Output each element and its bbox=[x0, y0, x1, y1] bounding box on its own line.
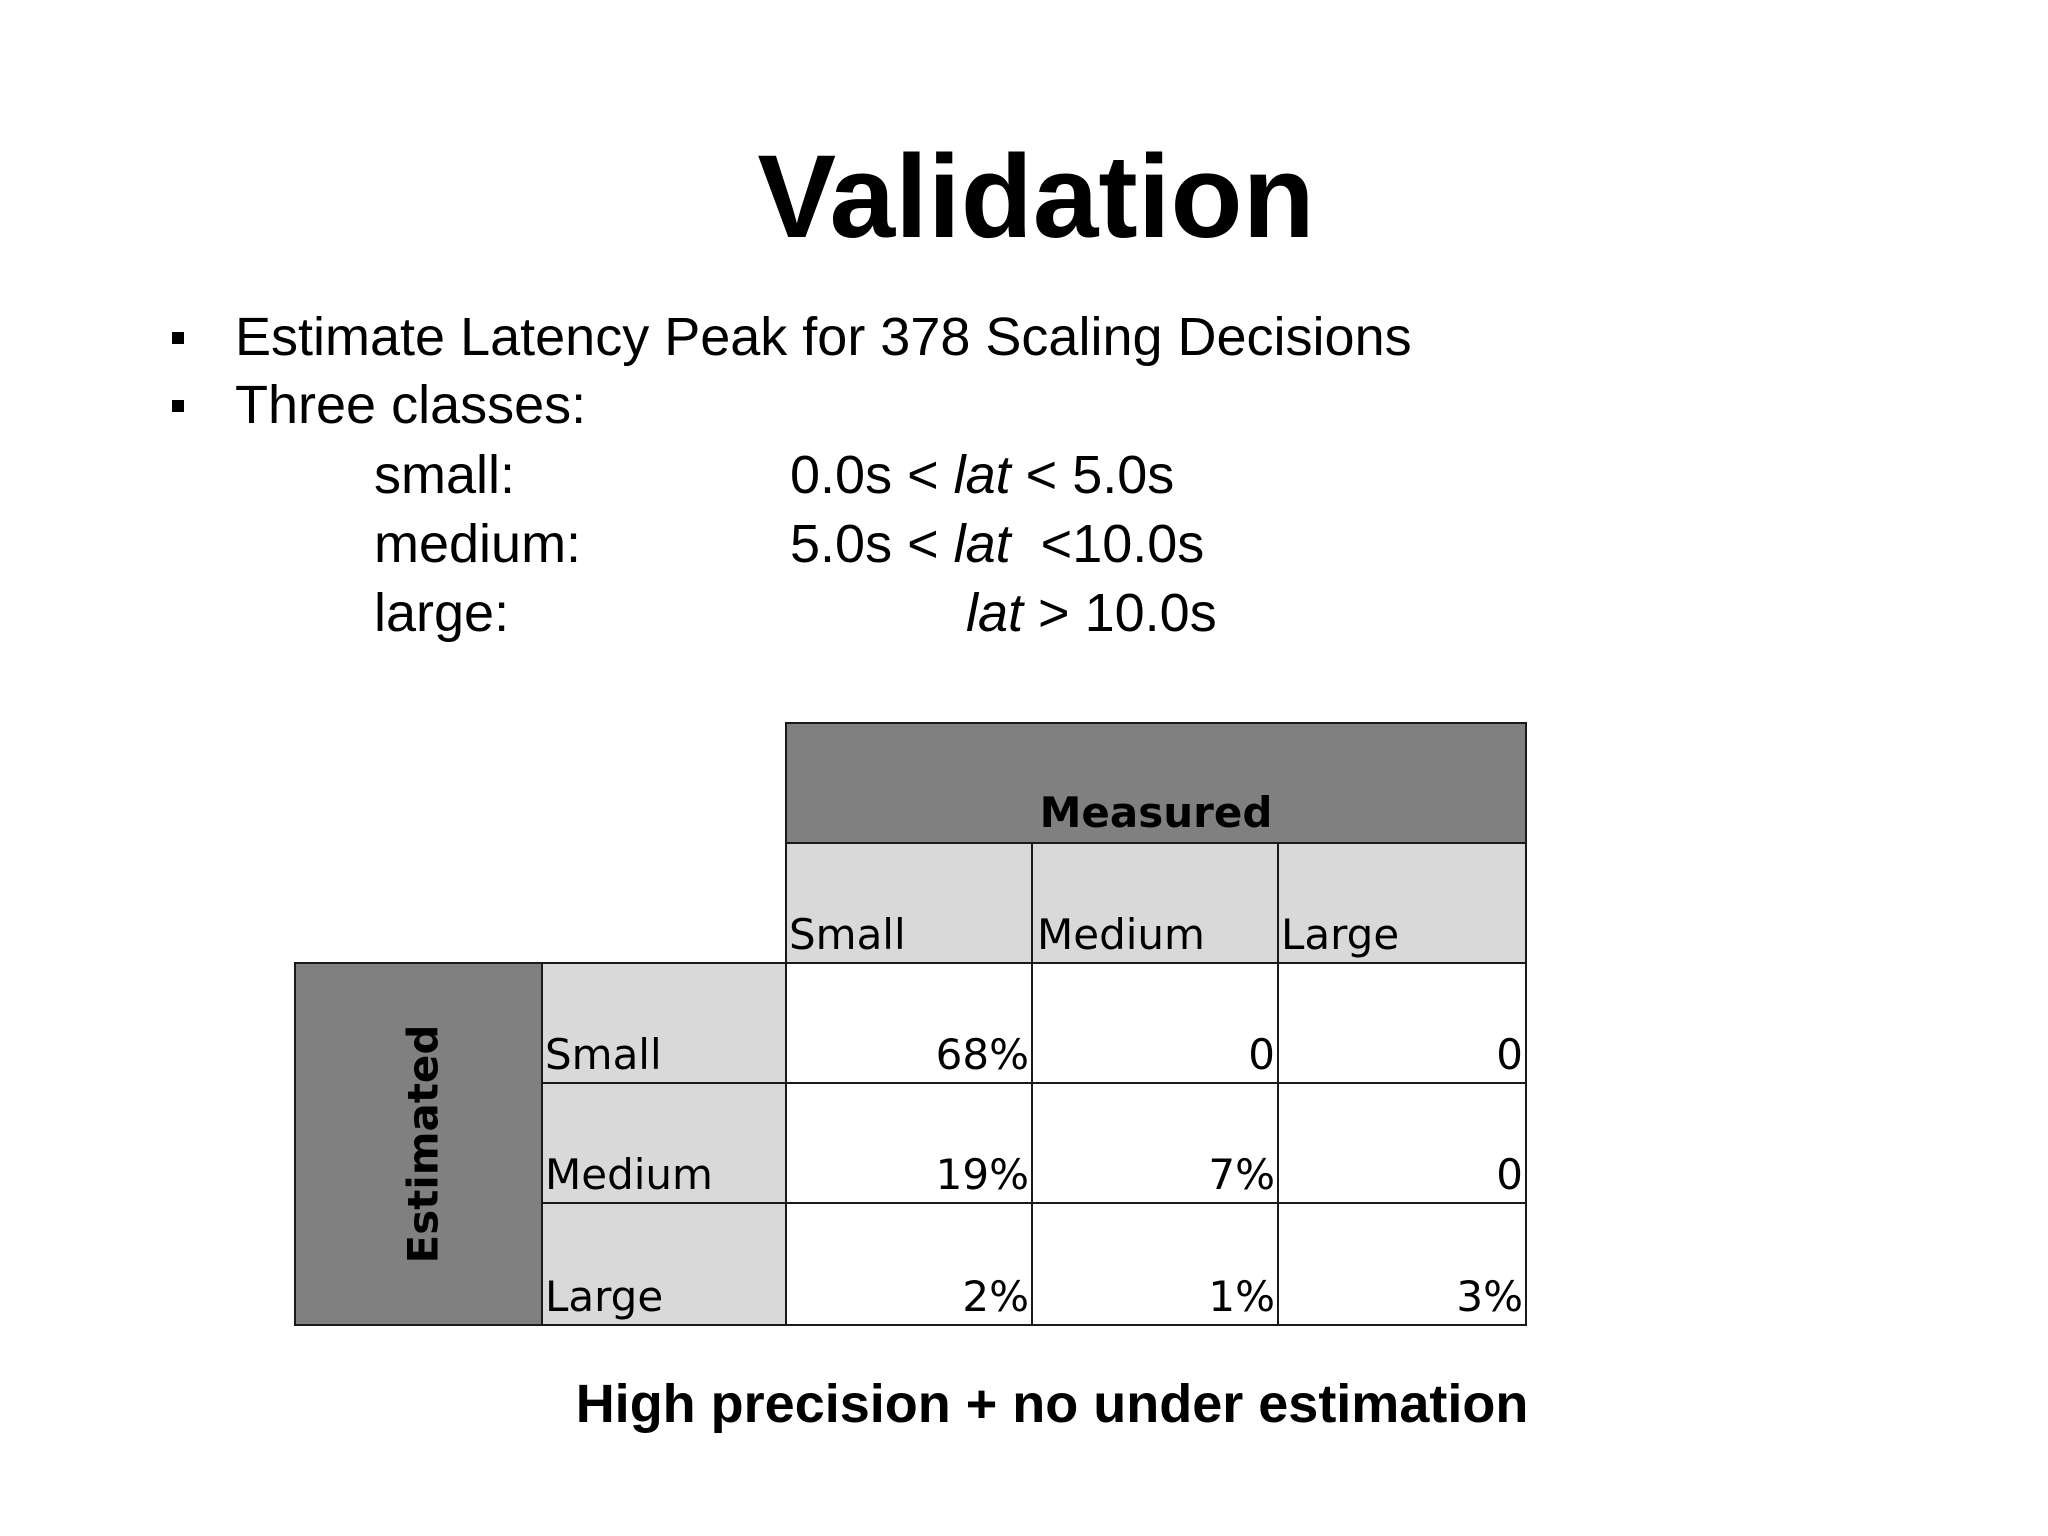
class-range: 5.0s < lat <10.0s bbox=[790, 514, 1205, 574]
table-cell: 0 bbox=[1277, 1082, 1527, 1204]
estimated-label: Estimated bbox=[398, 1024, 447, 1264]
table-cell: 68% bbox=[785, 962, 1033, 1084]
footer-conclusion: High precision + no under estimation bbox=[575, 1374, 1529, 1434]
bullet-square-icon bbox=[172, 332, 184, 344]
class-name: small: bbox=[374, 445, 516, 505]
table-cell: 19% bbox=[785, 1082, 1033, 1204]
table-cell: 0 bbox=[1031, 962, 1279, 1084]
column-header: Small bbox=[785, 842, 1033, 964]
table-cell: 0 bbox=[1277, 962, 1527, 1084]
column-header: Medium bbox=[1031, 842, 1279, 964]
slide-title: Validation bbox=[757, 131, 1315, 263]
measured-header: Measured bbox=[785, 722, 1527, 844]
column-header: Large bbox=[1277, 842, 1527, 964]
bullet-text: Estimate Latency Peak for 378 Scaling De… bbox=[235, 307, 1412, 367]
row-header: Small bbox=[541, 962, 787, 1084]
class-range: 0.0s < lat < 5.0s bbox=[790, 445, 1175, 505]
class-name: large: bbox=[374, 583, 510, 643]
bullet-text: Three classes: bbox=[235, 375, 587, 435]
table-cell: 7% bbox=[1031, 1082, 1279, 1204]
table-cell: 1% bbox=[1031, 1202, 1279, 1326]
table-cell: 3% bbox=[1277, 1202, 1527, 1326]
bullet-square-icon bbox=[172, 400, 184, 412]
row-header: Large bbox=[541, 1202, 787, 1326]
estimated-header: Estimated bbox=[294, 962, 543, 1326]
class-name: medium: bbox=[374, 514, 582, 574]
measured-label: Measured bbox=[1039, 788, 1273, 837]
table-cell: 2% bbox=[785, 1202, 1033, 1326]
row-header: Medium bbox=[541, 1082, 787, 1204]
class-range: lat > 10.0s bbox=[966, 583, 1217, 643]
